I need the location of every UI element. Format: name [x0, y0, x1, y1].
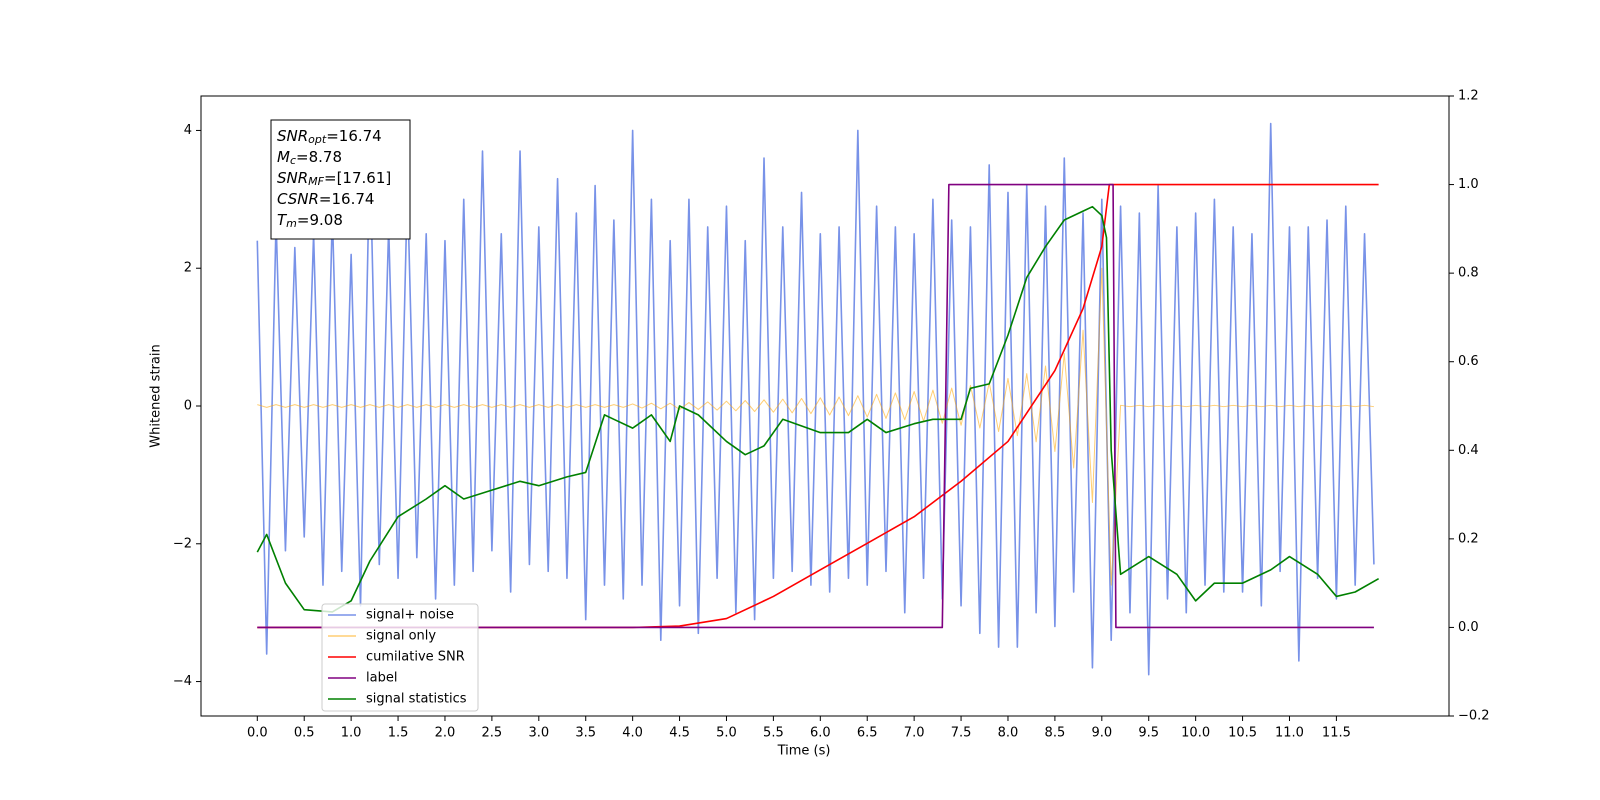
- annotation-name: SNR: [277, 169, 308, 187]
- annotation-line: Tm=9.08: [277, 211, 343, 231]
- x-axis-label: Time (s): [777, 744, 831, 759]
- x-tick-label: 11.5: [1322, 726, 1351, 741]
- x-tick-label: 10.0: [1181, 726, 1210, 741]
- annotation-subscript: c: [290, 154, 296, 167]
- y-tick-label: −2: [173, 536, 192, 551]
- legend-label: label: [366, 671, 397, 686]
- annotation-text: =9.08: [297, 211, 343, 229]
- y-tick-label: −4: [173, 674, 192, 689]
- annotation-subscript: m: [286, 217, 297, 230]
- legend-label: signal+ noise: [366, 608, 454, 623]
- y2-tick-label: 1.0: [1458, 177, 1479, 192]
- annotation-subscript: MF: [308, 175, 324, 188]
- legend-label: signal statistics: [366, 692, 467, 707]
- y2-tick-label: 0.4: [1458, 443, 1479, 458]
- x-tick-label: 8.0: [998, 726, 1019, 741]
- x-tick-label: 3.0: [528, 726, 549, 741]
- annotation-text: =[17.61]: [324, 169, 391, 187]
- series-line: [257, 183, 1374, 629]
- series-line: [257, 267, 1375, 586]
- y2-tick-label: −0.2: [1458, 709, 1490, 724]
- x-tick-label: 9.0: [1091, 726, 1112, 741]
- y2-tick-label: 0.0: [1458, 620, 1479, 635]
- annotation-line: SNRopt=16.74: [277, 127, 382, 147]
- x-tick-label: 0.5: [294, 726, 315, 741]
- x-tick-label: 4.0: [622, 726, 643, 741]
- x-tick-label: 9.5: [1138, 726, 1159, 741]
- x-tick-label: 4.5: [669, 726, 690, 741]
- y2-tick-label: 0.2: [1458, 531, 1479, 546]
- annotation-line: SNRMF=[17.61]: [277, 169, 391, 189]
- annotation-name: M: [277, 148, 290, 166]
- x-tick-label: 5.0: [716, 726, 737, 741]
- legend-box: [321, 603, 479, 712]
- x-tick-label: 7.0: [904, 726, 925, 741]
- annotation-subscript: opt: [308, 133, 327, 146]
- y2-tick-label: 0.8: [1458, 266, 1479, 281]
- series-line: [256, 205, 1380, 613]
- annotation-line: CSNR=16.74: [277, 190, 374, 208]
- x-tick-label: 10.5: [1228, 726, 1257, 741]
- annotation-box: [270, 119, 411, 240]
- x-tick-label: 5.5: [763, 726, 784, 741]
- y2-tick-label: 1.2: [1458, 89, 1479, 104]
- x-tick-label: 2.0: [435, 726, 456, 741]
- annotation-text: =16.74: [326, 127, 382, 145]
- annotation-name: T: [277, 211, 288, 229]
- x-tick-label: 11.0: [1275, 726, 1304, 741]
- legend-label: signal only: [366, 629, 436, 644]
- legend-label: cumilative SNR: [366, 650, 465, 665]
- series-line: [256, 122, 1375, 676]
- x-tick-label: 1.5: [388, 726, 409, 741]
- y-tick-label: 0: [184, 399, 192, 414]
- annotation-text: =16.74: [319, 190, 375, 208]
- x-tick-label: 1.0: [341, 726, 362, 741]
- x-tick-label: 8.5: [1045, 726, 1066, 741]
- x-tick-label: 6.0: [810, 726, 831, 741]
- annotation-name: SNR: [277, 127, 308, 145]
- series-line: [257, 183, 1379, 629]
- y-tick-label: 4: [184, 123, 192, 138]
- y-tick-label: 2: [184, 261, 192, 276]
- annotation-line: Mc=8.78: [277, 148, 342, 168]
- x-tick-label: 0.0: [247, 726, 268, 741]
- x-tick-label: 3.5: [575, 726, 596, 741]
- plot-frame: [200, 95, 1450, 717]
- y-axis-label: Whitened strain: [149, 344, 164, 447]
- x-tick-label: 7.5: [951, 726, 972, 741]
- x-tick-label: 2.5: [482, 726, 503, 741]
- annotation-text: =8.78: [296, 148, 342, 166]
- annotation-name: CSNR: [277, 190, 319, 208]
- y2-tick-label: 0.6: [1458, 354, 1479, 369]
- x-tick-label: 6.5: [857, 726, 878, 741]
